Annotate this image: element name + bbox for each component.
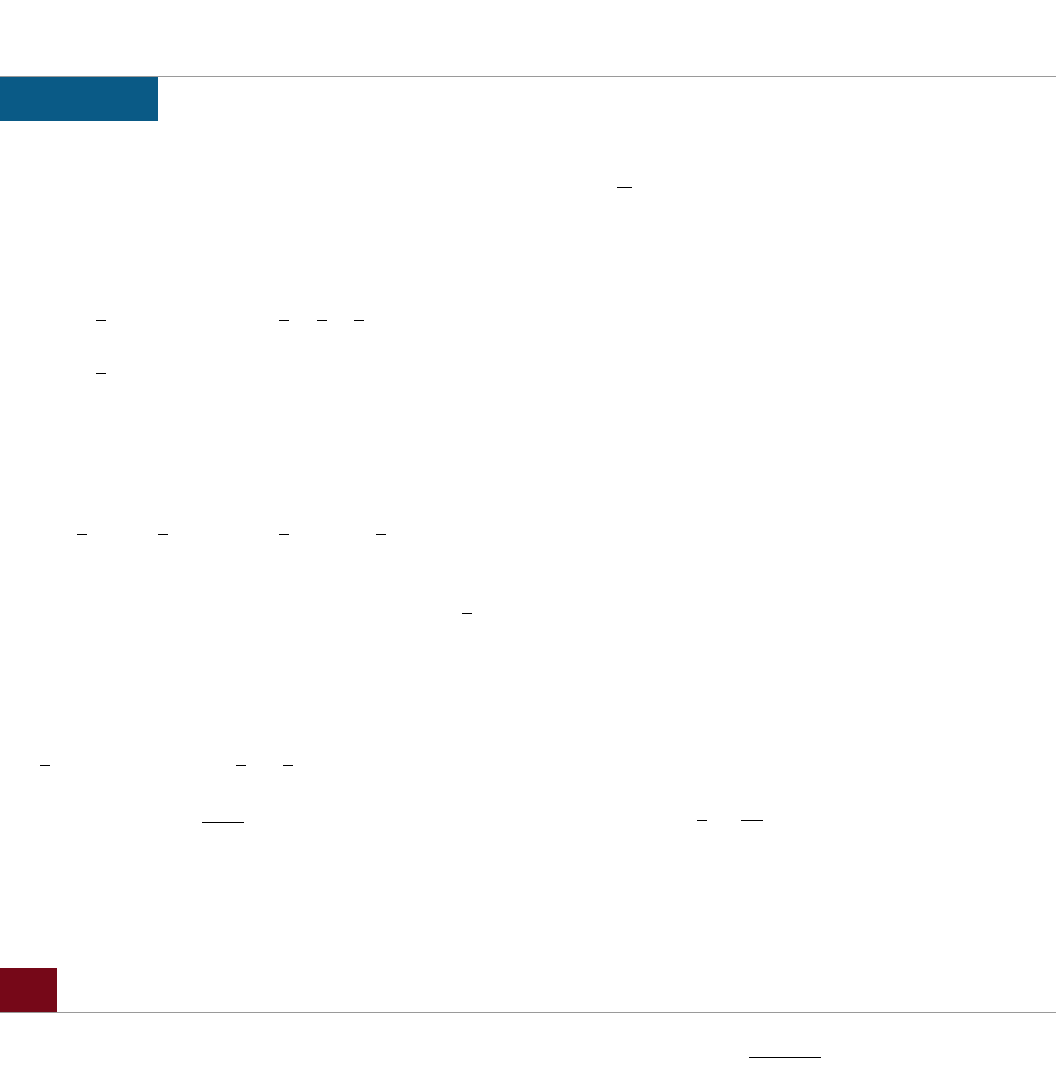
header-rule (0, 76, 1056, 77)
fraction-bar (279, 320, 289, 321)
fraction-bar (279, 534, 289, 535)
fraction-bar (617, 187, 632, 188)
fraction-bar (354, 320, 364, 321)
header-tab (0, 77, 158, 121)
fraction-bar (317, 320, 327, 321)
footer-rule (0, 1012, 1056, 1013)
fraction-bar (77, 534, 87, 535)
fraction-bar (741, 820, 763, 821)
fraction-bar (697, 820, 707, 821)
fraction-bar (202, 822, 244, 823)
fraction-bar (158, 534, 168, 535)
fraction-bar (96, 373, 106, 374)
fraction-bar (236, 765, 246, 766)
footer-tab (0, 968, 57, 1012)
fraction-bar (96, 320, 106, 321)
fraction-bar (283, 765, 293, 766)
fraction-bar (376, 534, 386, 535)
fraction-bar (40, 765, 50, 766)
fraction-bar (749, 1057, 821, 1058)
fraction-bar (462, 613, 472, 614)
